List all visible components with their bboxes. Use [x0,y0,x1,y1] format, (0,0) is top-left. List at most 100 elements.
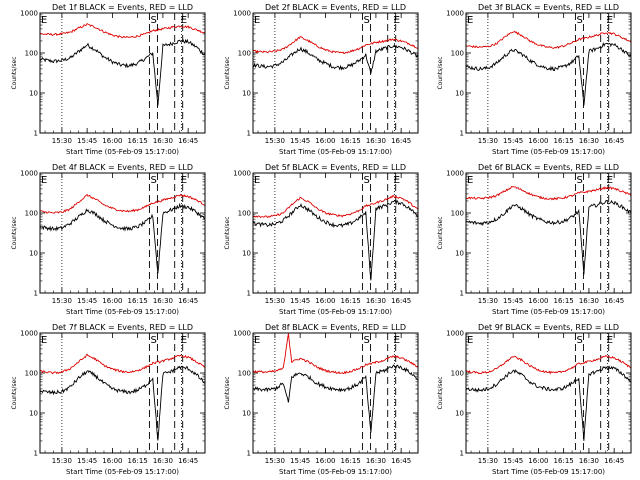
marker-label: E [254,175,260,186]
y-tick-label: 100 [238,50,251,58]
y-tick-label: 10 [242,410,251,418]
x-tick-label: 16:30 [153,457,173,465]
x-tick-label: 15:45 [503,297,523,305]
marker-label: E [467,335,473,346]
marker-label: E [607,335,613,346]
x-tick-label: 16:30 [366,457,386,465]
y-tick-label: 100 [451,210,464,218]
panel-title: Det 5f BLACK = Events, RED = LLD [265,163,406,172]
x-tick-label: 16:00 [102,137,122,145]
y-tick-label: 1 [460,130,464,138]
lld-series-line [39,353,206,375]
marker-label: E [41,335,47,346]
marker-label: S [363,335,369,346]
y-tick-label: 1000 [20,170,38,178]
y-tick-label: 1 [34,290,38,298]
detector-panel-1: Det 1f BLACK = Events, RED = LLD Counts/s… [11,3,206,156]
x-tick-label: 16:15 [128,457,148,465]
marker-label: E [181,335,187,346]
x-axis-label: Start Time (05-Feb-09 15:17:00) [492,308,605,316]
marker-label: S [576,335,582,346]
plot-frame [465,332,632,454]
detector-panel-4: Det 4f BLACK = Events, RED = LLD Counts/s… [11,163,206,316]
x-tick-label: 16:00 [315,137,335,145]
y-tick-label: 1000 [20,330,38,338]
y-tick-label: 100 [238,370,251,378]
y-axis-label: Counts/sec [224,56,231,89]
x-axis-label: Start Time (05-Feb-09 15:17:00) [279,468,392,476]
x-axis-label: Start Time (05-Feb-09 15:17:00) [66,148,179,156]
marker-label: S [576,15,582,26]
y-tick-label: 10 [455,250,464,258]
y-axis-label: Counts/sec [11,216,18,249]
x-tick-label: 16:00 [528,297,548,305]
lld-series-line [465,30,632,49]
x-tick-label: 15:30 [478,137,498,145]
y-axis-label: Counts/sec [224,216,231,249]
plot-frame [39,12,206,134]
y-tick-label: 1000 [446,170,464,178]
x-tick-label: 15:30 [52,457,72,465]
y-tick-label: 10 [455,90,464,98]
y-tick-label: 1 [34,450,38,458]
y-tick-label: 100 [25,370,38,378]
x-tick-label: 15:45 [77,457,97,465]
marker-label: E [394,175,400,186]
detector-panel-3: Det 3f BLACK = Events, RED = LLD Counts/s… [437,3,632,156]
x-tick-label: 16:30 [153,137,173,145]
panel-title: Det 8f BLACK = Events, RED = LLD [265,323,406,332]
plot-frame [39,172,206,294]
x-tick-label: 16:45 [178,297,198,305]
x-tick-label: 16:30 [579,457,599,465]
y-tick-label: 10 [242,250,251,258]
x-tick-label: 16:00 [528,137,548,145]
x-tick-label: 16:30 [579,137,599,145]
x-tick-label: 15:45 [290,297,310,305]
plot-frame [465,12,632,134]
lld-series-line [39,193,206,214]
events-series-line [465,42,632,106]
panel-title: Det 1f BLACK = Events, RED = LLD [52,3,193,12]
events-series-line [252,43,419,74]
x-tick-label: 15:45 [77,137,97,145]
y-axis-label: Counts/sec [11,56,18,89]
x-tick-label: 16:00 [102,297,122,305]
detector-panel-8: Det 8f BLACK = Events, RED = LLD Counts/s… [224,323,419,476]
x-tick-label: 16:30 [579,297,599,305]
lld-series-line [252,333,419,375]
events-series-line [39,365,206,441]
x-tick-label: 16:15 [128,297,148,305]
x-tick-label: 16:45 [391,457,411,465]
x-tick-label: 16:00 [528,457,548,465]
plot-frame [252,172,419,294]
x-tick-label: 15:30 [265,137,285,145]
detector-panel-9: Det 9f BLACK = Events, RED = LLD Counts/s… [437,323,632,476]
panel-title: Det 9f BLACK = Events, RED = LLD [478,323,619,332]
marker-label: E [181,175,187,186]
x-tick-label: 16:45 [391,297,411,305]
x-tick-label: 16:45 [604,137,624,145]
y-tick-label: 1000 [20,10,38,18]
events-series-line [252,364,419,433]
x-tick-label: 16:30 [366,137,386,145]
x-tick-label: 16:45 [178,137,198,145]
x-tick-label: 16:45 [604,457,624,465]
y-tick-label: 100 [451,370,464,378]
x-tick-label: 16:15 [128,137,148,145]
marker-label: E [467,175,473,186]
x-tick-label: 16:15 [554,297,574,305]
events-series-line [39,202,206,274]
x-tick-label: 16:15 [554,137,574,145]
detector-panel-7: Det 7f BLACK = Events, RED = LLD Counts/s… [11,323,206,476]
y-axis-label: Counts/sec [11,376,18,409]
detector-panel-6: Det 6f BLACK = Events, RED = LLD Counts/s… [437,163,632,316]
x-axis-label: Start Time (05-Feb-09 15:17:00) [279,148,392,156]
y-tick-label: 10 [29,410,38,418]
y-tick-label: 10 [29,90,38,98]
panel-title: Det 6f BLACK = Events, RED = LLD [478,163,619,172]
x-tick-label: 15:45 [77,297,97,305]
marker-label: E [254,15,260,26]
y-tick-label: 10 [455,410,464,418]
y-tick-label: 1 [460,290,464,298]
